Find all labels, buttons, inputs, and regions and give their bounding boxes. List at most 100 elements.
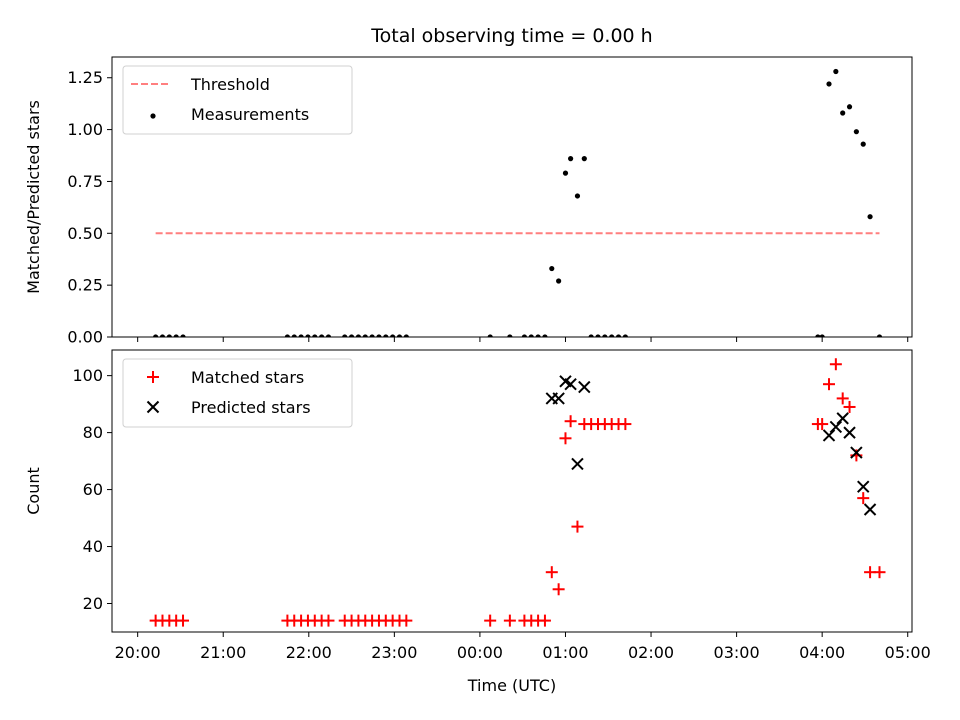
- predicted-stars-point: [822, 429, 836, 442]
- x-tick-label: 23:00: [371, 643, 417, 662]
- predicted-stars-point: [552, 392, 565, 405]
- measurement-point: [581, 156, 587, 162]
- x-tick-label: 02:00: [628, 643, 674, 662]
- matched-stars-point: [545, 566, 558, 579]
- predicted-stars-point: [564, 377, 577, 391]
- measurement-point: [312, 334, 318, 337]
- matched-stars-point: [619, 418, 632, 431]
- y-tick-label: 0.25: [67, 276, 103, 295]
- measurement-point: [284, 334, 291, 337]
- legend-label: Matched stars: [191, 368, 304, 387]
- matched-stars-point: [400, 614, 413, 627]
- y-tick-label: 1.25: [67, 68, 103, 87]
- measurement-point: [615, 334, 622, 337]
- top-panel: 0.00 0.25 0.50 0.75 1.00 1.25 Matched/Predicte…: [24, 56, 913, 347]
- matched-stars-point: [484, 614, 497, 627]
- measurement-point: [362, 334, 368, 337]
- measurement-point: [348, 334, 355, 337]
- measurement-point: [860, 141, 866, 147]
- measurement-point: [622, 334, 628, 337]
- x-tick-label: 20:00: [115, 643, 161, 662]
- measurement-point: [153, 334, 159, 337]
- predicted-stars-point: [850, 446, 863, 459]
- x-tick-label: 04:00: [799, 643, 845, 662]
- measurement-point: [815, 334, 821, 337]
- legend-matched-swatch: [147, 371, 159, 383]
- measurement-point: [159, 334, 166, 337]
- predicted-stars-point: [843, 426, 856, 439]
- measurement-point: [507, 334, 513, 337]
- y-tick-label: 100: [72, 366, 103, 385]
- x-tick-label: 00:00: [457, 643, 503, 662]
- measurement-point: [595, 334, 601, 337]
- measurement-point: [867, 214, 873, 220]
- y-tick-label: 0.00: [67, 328, 103, 347]
- matched-stars-point: [322, 614, 335, 627]
- measurement-point: [319, 334, 325, 337]
- measurement-point: [376, 334, 382, 337]
- matched-stars-point: [857, 492, 870, 505]
- plot-area: [149, 358, 886, 627]
- measurement-point: [403, 334, 409, 337]
- legend-box: [122, 65, 353, 135]
- measurement-point: [853, 129, 859, 135]
- measurement-point: [291, 334, 297, 337]
- y-tick-label: 80: [83, 423, 103, 442]
- matched-stars-point: [564, 415, 577, 428]
- x-tick-label: 22:00: [286, 643, 332, 662]
- measurement-point: [588, 334, 594, 337]
- matched-stars-point: [873, 566, 886, 579]
- y-tick-label: 1.00: [67, 120, 103, 139]
- measurement-point: [173, 334, 179, 337]
- matched-stars-point: [823, 378, 836, 391]
- matched-stars-point: [503, 614, 516, 627]
- x-tick-label: 21:00: [200, 643, 246, 662]
- legend-measurements-swatch: [150, 113, 156, 119]
- matched-stars-point: [538, 614, 551, 627]
- predicted-stars-point: [836, 412, 849, 425]
- measurement-point: [325, 334, 332, 337]
- measurement-point: [298, 334, 304, 337]
- measurement-point: [609, 334, 615, 337]
- measurement-point: [528, 334, 534, 337]
- legend-label: Measurements: [191, 105, 309, 124]
- measurement-point: [826, 81, 832, 87]
- matched-stars-point: [559, 432, 572, 445]
- measurement-point: [602, 334, 608, 337]
- measurement-point: [342, 334, 348, 337]
- measurement-point: [396, 334, 403, 337]
- measurement-point: [355, 334, 362, 337]
- matched-stars-point: [177, 614, 190, 627]
- y-tick-label: 0.50: [67, 224, 103, 243]
- matched-stars-point: [552, 583, 565, 596]
- measurement-point: [542, 334, 548, 337]
- matched-stars-point: [571, 520, 584, 533]
- measurement-point: [383, 334, 389, 337]
- y-tick-label: 20: [83, 594, 103, 613]
- matched-stars-point: [816, 418, 829, 431]
- predicted-stars-point: [578, 380, 591, 394]
- legend-box: [122, 358, 353, 428]
- measurement-point: [568, 156, 574, 162]
- measurement-point: [574, 193, 581, 199]
- x-tick-label: 01:00: [542, 643, 588, 662]
- measurement-point: [819, 334, 825, 337]
- measurement-point: [876, 334, 883, 337]
- bottom-panel: 20 40 60 80 100 20:00 21:00 22:00 23:00 00:00 01:0…: [24, 349, 931, 695]
- measurement-point: [390, 334, 396, 337]
- legend-label: Threshold: [190, 75, 270, 94]
- y-tick-label: 60: [83, 480, 103, 499]
- chart-title: Total observing time = 0.00 h: [370, 25, 652, 47]
- predicted-stars-point: [571, 457, 584, 471]
- measurement-point: [369, 334, 375, 337]
- predicted-stars-point: [857, 480, 870, 493]
- y-tick-label: 40: [83, 537, 103, 556]
- y-axis-label: Count: [24, 467, 43, 515]
- x-tick-label: 03:00: [714, 643, 760, 662]
- y-axis-label: Matched/Predicted stars: [24, 100, 43, 294]
- measurement-point: [840, 110, 846, 116]
- predicted-stars-point: [829, 420, 843, 434]
- x-axis-label: Time (UTC): [467, 676, 556, 695]
- measurement-point: [166, 334, 172, 337]
